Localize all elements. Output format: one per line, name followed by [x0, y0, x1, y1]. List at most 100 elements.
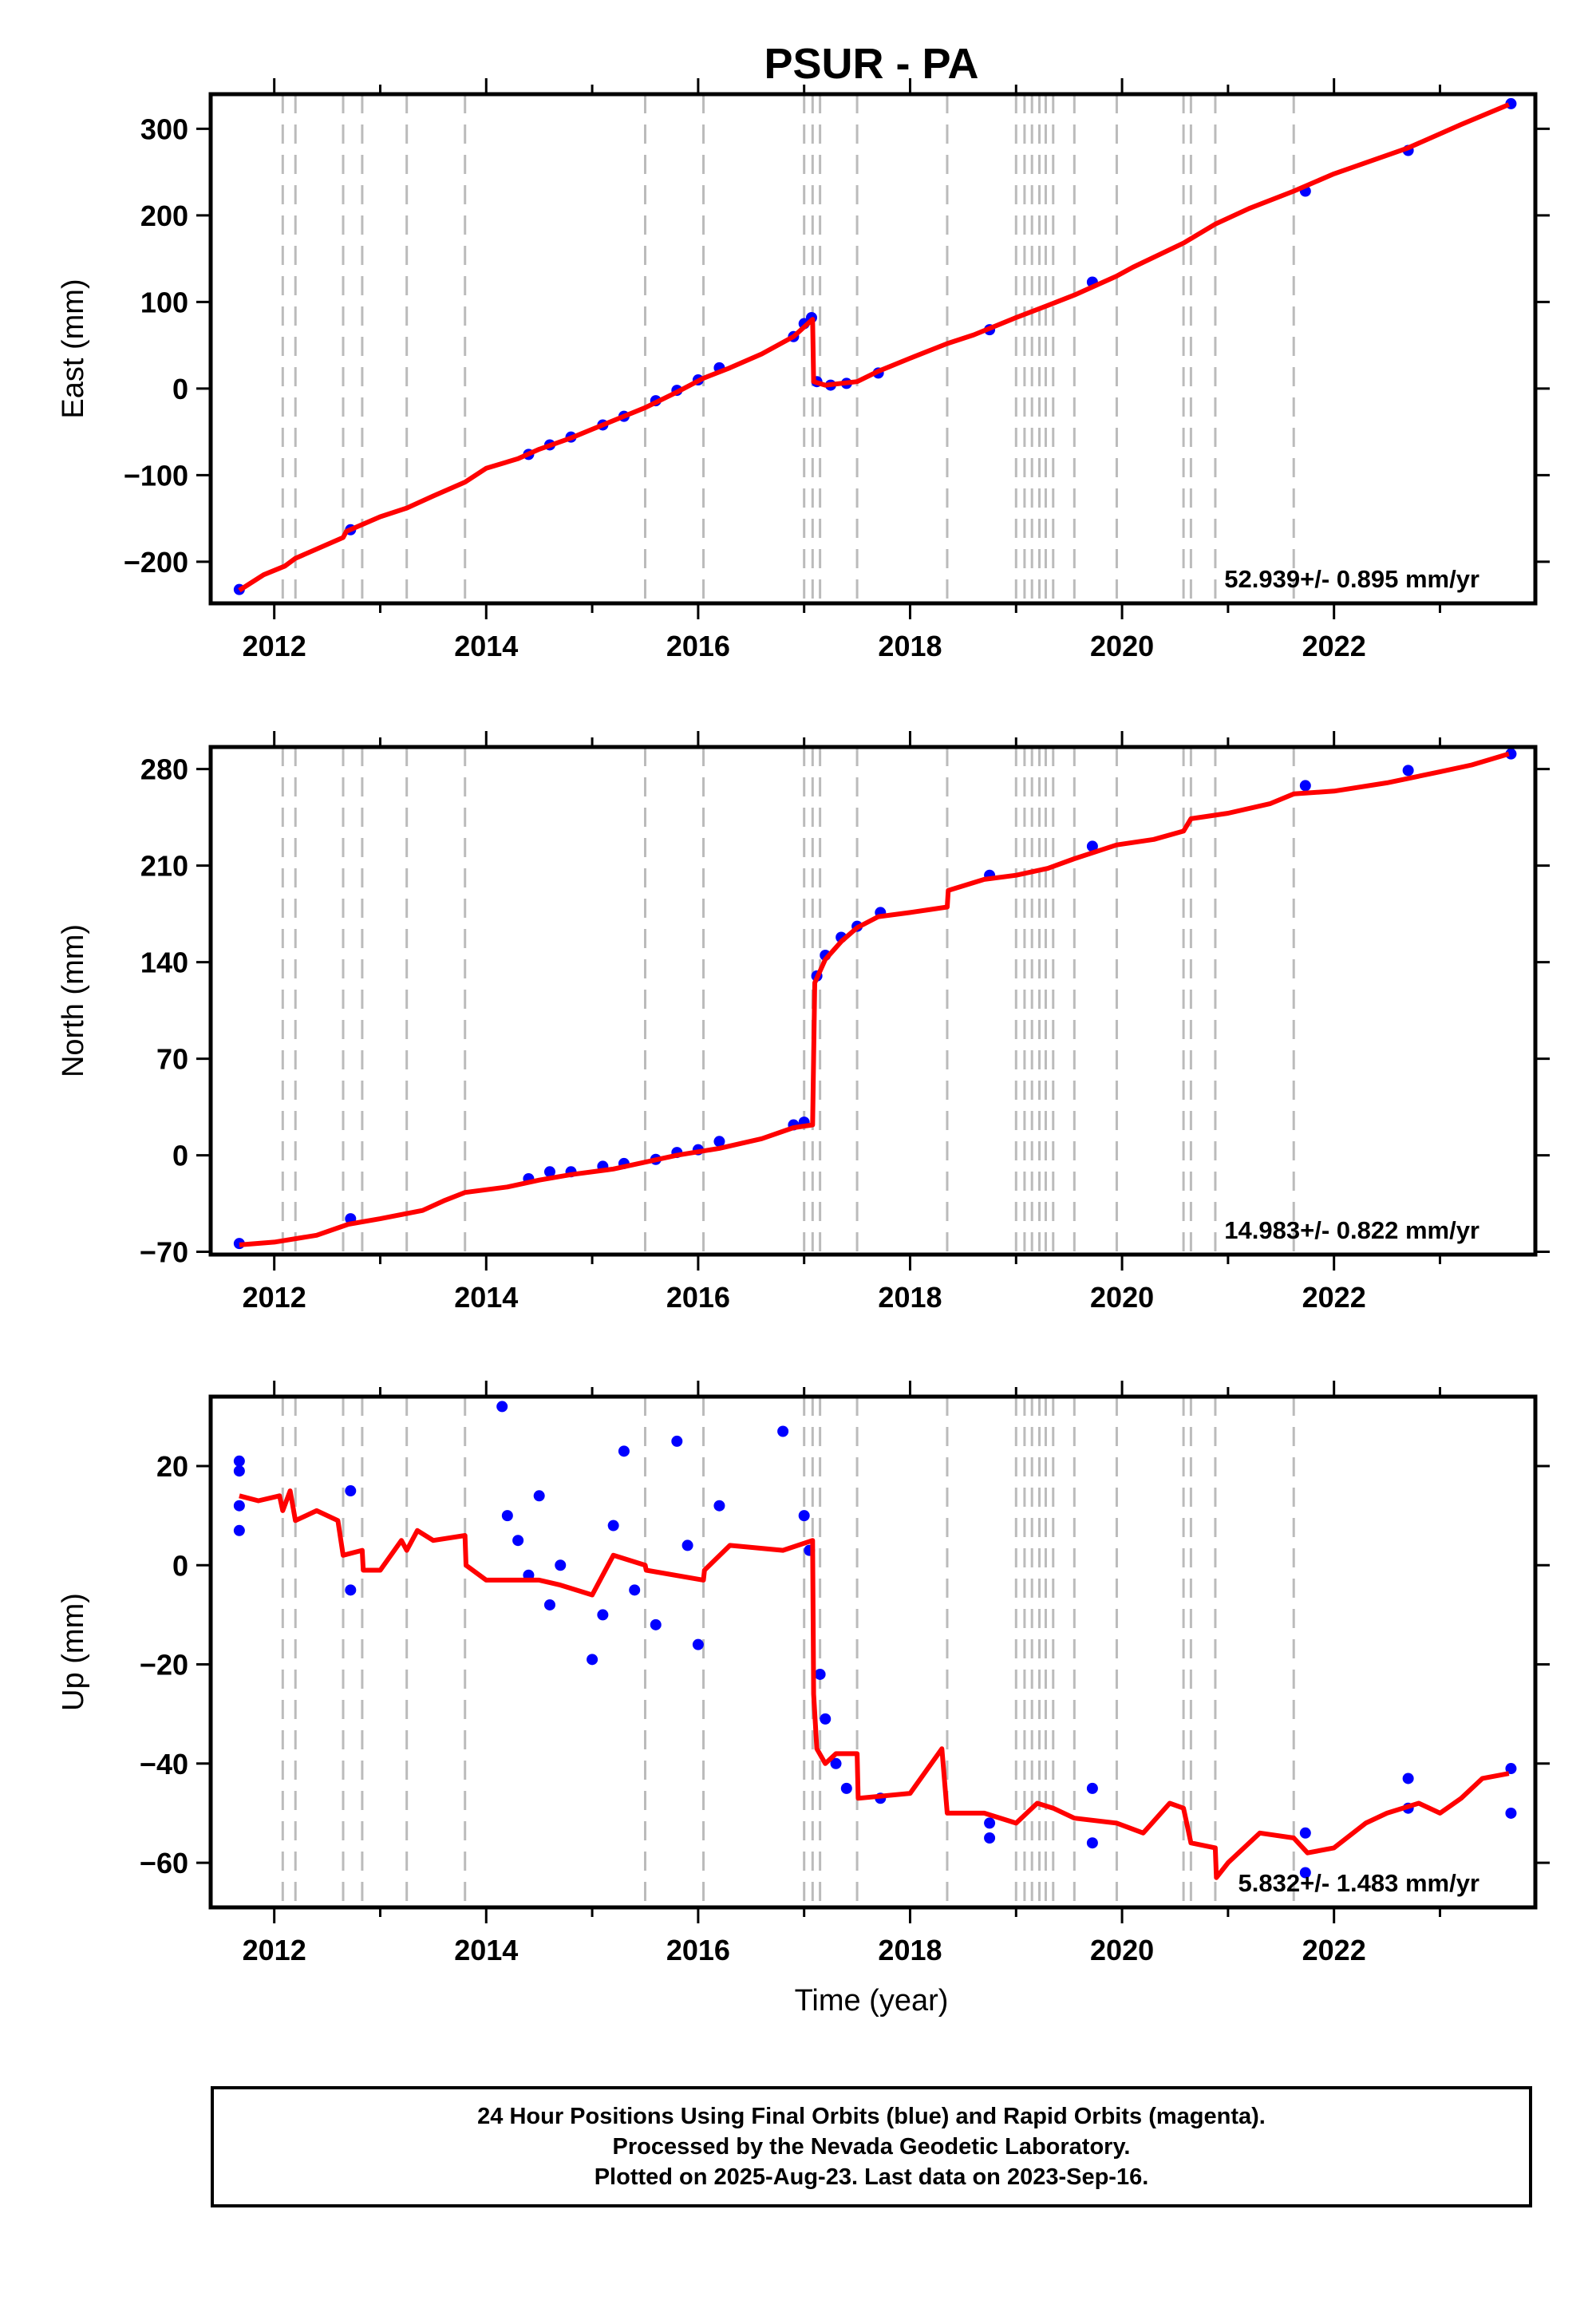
data-point [607, 1520, 619, 1531]
rate-label: 14.983+/- 0.822 mm/yr [1224, 1216, 1479, 1244]
x-tick-label: 2018 [878, 1934, 942, 1966]
footer-line-dates: Plotted on 2025-Aug-23. Last data on 202… [594, 2164, 1149, 2190]
y-tick-label: 140 [140, 947, 188, 979]
x-tick-label: 2020 [1090, 1281, 1154, 1314]
data-point [1299, 1827, 1311, 1839]
model-line [238, 102, 1510, 593]
data-point [345, 1485, 357, 1497]
x-tick-label: 2014 [454, 630, 518, 662]
y-tick-label: −100 [124, 459, 188, 492]
x-tick-label: 2022 [1302, 1281, 1366, 1314]
y-tick-label: −60 [140, 1847, 188, 1879]
data-point [1086, 1782, 1098, 1794]
data-point [840, 1782, 852, 1794]
data-point [1086, 840, 1098, 852]
rate-label: 52.939+/- 0.895 mm/yr [1224, 565, 1479, 593]
data-point [543, 1599, 555, 1611]
y-tick-label: 210 [140, 850, 188, 883]
panel-frame [208, 1394, 1538, 1910]
data-point [1505, 1807, 1517, 1819]
data-point [629, 1584, 641, 1596]
data-point [681, 1539, 693, 1551]
x-tick-label: 2018 [878, 630, 942, 662]
data-point [1402, 765, 1414, 777]
data-point [555, 1559, 567, 1571]
x-tick-label: 2016 [666, 1934, 730, 1966]
x-tick-label: 2016 [666, 1281, 730, 1314]
x-tick-label: 2020 [1090, 630, 1154, 662]
x-tick-label: 2012 [243, 1934, 306, 1966]
data-point [233, 1455, 245, 1467]
data-point [671, 1435, 683, 1447]
footer-line-orbits: 24 Hour Positions Using Final Orbits (bl… [477, 2104, 1266, 2129]
y-tick-label: 200 [140, 200, 188, 232]
data-point [533, 1490, 545, 1502]
data-point [587, 1654, 598, 1666]
y-tick-label: 0 [172, 1140, 188, 1172]
y-tick-label: 280 [140, 753, 188, 786]
y-tick-label: −200 [124, 546, 188, 579]
chart-title: PSUR - PA [764, 40, 978, 88]
x-axis-label: Time (year) [795, 1984, 949, 2018]
data-point [830, 1757, 842, 1769]
x-tick-label: 2016 [666, 630, 730, 662]
rate-label: 5.832+/- 1.483 mm/yr [1238, 1869, 1479, 1897]
data-point [233, 1524, 245, 1536]
panel-up: −60 −40 −20 0 20 2012 2014 2016 2018 2020 2022 Up (… [57, 1381, 1550, 1966]
plot-area-north [233, 748, 1517, 1250]
data-point [713, 1136, 725, 1148]
data-point [233, 1500, 245, 1512]
panel-north: −70 0 70 140 210 280 2012 2014 2016 2018 2020 2022 N… [57, 731, 1550, 1314]
data-point [501, 1510, 513, 1522]
footer-line-processor: Processed by the Nevada Geodetic Laborat… [612, 2134, 1131, 2160]
x-tick-label: 2014 [454, 1281, 518, 1314]
data-point [618, 1445, 630, 1457]
data-point [345, 1584, 357, 1596]
y-tick-label: 0 [172, 1549, 188, 1582]
x-tick-label: 2012 [243, 1281, 306, 1314]
info-box: 24 Hour Positions Using Final Orbits (bl… [211, 2086, 1532, 2207]
y-axis-label: North (mm) [57, 924, 90, 1077]
data-point [984, 1832, 996, 1844]
y-tick-label: 300 [140, 113, 188, 145]
y-axis-label: East (mm) [57, 279, 90, 418]
data-point [692, 1638, 704, 1650]
y-axis-label: Up (mm) [57, 1593, 90, 1711]
panel-frame [208, 745, 1538, 1257]
data-point [984, 1817, 996, 1829]
y-tick-label: 70 [156, 1043, 188, 1076]
data-point [597, 1609, 609, 1621]
plot-area-up [233, 1401, 1517, 1880]
data-point [496, 1401, 508, 1413]
x-tick-label: 2022 [1302, 630, 1366, 662]
panel-frame [208, 92, 1538, 606]
plot-area-east [233, 97, 1517, 595]
model-line [239, 1488, 1510, 1880]
data-point [1505, 748, 1517, 760]
data-point [713, 1500, 725, 1512]
x-tick-label: 2020 [1090, 1934, 1154, 1966]
y-tick-label: 20 [156, 1450, 188, 1483]
data-point [543, 1166, 555, 1178]
panel-east: −200 −100 0 100 200 300 2012 2014 2016 2018 2020 20… [57, 78, 1550, 662]
data-point [1299, 780, 1311, 792]
data-point [1299, 1867, 1311, 1879]
data-point [650, 1618, 662, 1630]
data-point [777, 1425, 789, 1437]
data-point [1402, 1773, 1414, 1784]
data-point [512, 1535, 524, 1547]
x-tick-label: 2022 [1302, 1934, 1366, 1966]
y-tick-label: −40 [140, 1748, 188, 1780]
model-line [239, 751, 1510, 1247]
data-point [233, 1465, 245, 1477]
y-tick-label: 100 [140, 286, 188, 318]
data-point [814, 1668, 826, 1680]
y-tick-label: −70 [140, 1236, 188, 1269]
data-point [820, 1713, 832, 1725]
x-tick-label: 2014 [454, 1934, 518, 1966]
y-tick-label: 0 [172, 373, 188, 405]
data-point [798, 1510, 810, 1522]
data-point [1086, 1837, 1098, 1849]
x-tick-label: 2018 [878, 1281, 942, 1314]
